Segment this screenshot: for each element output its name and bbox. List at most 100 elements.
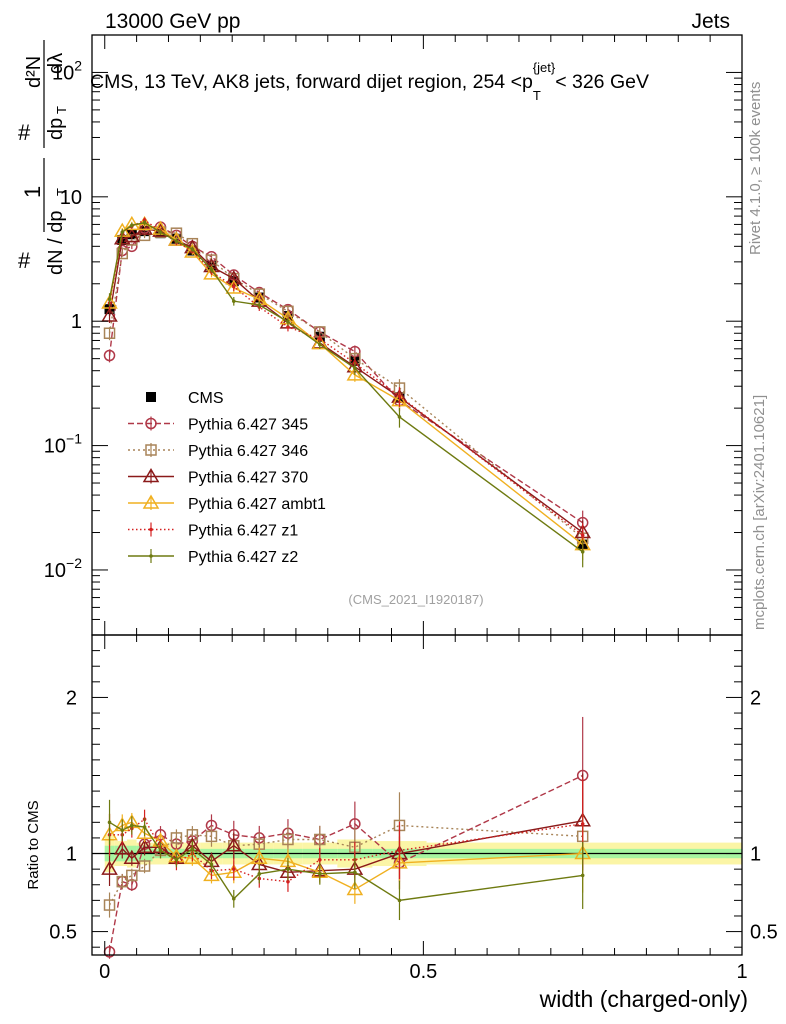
series-line xyxy=(108,231,584,539)
ratio-point xyxy=(318,872,322,876)
ratio-frame xyxy=(91,634,743,956)
ratio-point xyxy=(397,848,402,853)
main-y-tick-labels: 10−2 10−1 1 10 102 xyxy=(44,57,82,582)
axis-ticks xyxy=(92,34,743,955)
data-point xyxy=(318,337,322,341)
y-tick-label: 1 xyxy=(71,311,82,333)
rivet-label: Rivet 4.1.0, ≥ 100k events xyxy=(747,82,764,255)
legend-marker xyxy=(149,527,153,532)
data-point xyxy=(190,247,195,251)
legend-entry: Pythia 6.427 z1 xyxy=(128,522,298,540)
legend-entry: Pythia 6.427 370 xyxy=(128,468,308,487)
ratio-point xyxy=(158,848,163,853)
svg-text:T: T xyxy=(54,106,69,114)
x-tick-label: 0.5 xyxy=(409,961,437,983)
legend-entry: Pythia 6.427 346 xyxy=(128,443,308,460)
data-point xyxy=(580,549,585,554)
data-point xyxy=(101,307,118,322)
ratio-point xyxy=(116,875,129,888)
series-pythia-6-427-346 xyxy=(103,226,589,554)
ratio-y-tick-label-right: 2 xyxy=(750,687,761,709)
ratio-point xyxy=(318,857,322,862)
legend-marker xyxy=(145,444,157,456)
legend-marker xyxy=(142,494,160,509)
svg-text:#: # xyxy=(18,120,31,145)
mcplots-label: mcplots.cern.ch [arXiv:2401.10621] xyxy=(751,395,768,630)
data-point xyxy=(113,230,131,245)
series-line xyxy=(108,223,584,546)
data-point xyxy=(580,533,585,538)
x-tick-label: 1 xyxy=(736,961,747,983)
legend-entry: CMS xyxy=(146,390,224,407)
svg-text:dN / dp: dN / dp xyxy=(45,211,67,275)
ratio-point xyxy=(209,862,214,867)
ratio-point xyxy=(286,867,290,871)
ratio-y-tick-label: 2 xyxy=(66,687,77,709)
data-point xyxy=(107,297,112,302)
ratio-point xyxy=(107,820,112,825)
ratio-y-tick-label-right: 0.5 xyxy=(750,922,778,944)
x-tick-labels: 0 0.5 1 xyxy=(99,961,747,983)
legend-entry: Pythia 6.427 ambt1 xyxy=(128,494,326,513)
data-point xyxy=(286,325,290,329)
series-line xyxy=(108,221,584,553)
ratio-panel xyxy=(92,716,742,959)
legend-marker xyxy=(149,554,153,558)
data-point xyxy=(120,230,125,234)
y-tick-label: 10 xyxy=(60,187,82,209)
data-point xyxy=(257,303,262,307)
data-point xyxy=(318,342,322,347)
ratio-y-tick-label-right: 1 xyxy=(750,844,761,866)
ratio-point xyxy=(257,872,262,876)
data-point xyxy=(123,215,141,231)
energy-label: 13000 GeV pp xyxy=(105,10,240,33)
svg-text:d²N: d²N xyxy=(23,56,45,88)
data-point xyxy=(397,415,402,419)
y-tick-label: 10−1 xyxy=(44,431,82,458)
ratio-point xyxy=(580,822,585,826)
ratio-point xyxy=(250,849,268,864)
ratio-point xyxy=(126,869,138,882)
data-point xyxy=(184,243,201,258)
svg-text:dp: dp xyxy=(45,118,67,140)
legend-label: Pythia 6.427 z2 xyxy=(188,549,298,566)
ratio-series-pythia-6-427-z1 xyxy=(107,777,585,892)
y-tick-label: 102 xyxy=(52,57,82,84)
series-pythia-6-427-370 xyxy=(101,220,591,549)
data-point xyxy=(397,394,402,398)
data-point xyxy=(174,239,179,243)
ratio-y-axis-label: Ratio to CMS xyxy=(25,800,42,889)
main-panel xyxy=(101,215,591,568)
ratio-point xyxy=(170,832,183,844)
ratio-point xyxy=(103,899,116,911)
ratio-point xyxy=(353,870,357,875)
ratio-point xyxy=(190,847,195,851)
ratio-y-tick-labels: 0.5 0.5 1 1 2 2 xyxy=(49,687,778,943)
data-point xyxy=(203,265,220,280)
x-axis-label: width (charged-only) xyxy=(539,986,748,1012)
data-point xyxy=(103,349,116,362)
data-point xyxy=(286,319,290,324)
analysis-watermark: (CMS_2021_I1920187) xyxy=(348,592,483,607)
ratio-y-tick-label: 0.5 xyxy=(49,922,77,944)
ratio-point xyxy=(231,867,236,871)
ratio-point xyxy=(397,898,402,903)
x-tick-label: 0 xyxy=(99,961,110,983)
ratio-point xyxy=(120,828,125,832)
ratio-point xyxy=(205,830,218,843)
ratio-point xyxy=(282,833,294,846)
ratio-point xyxy=(138,860,151,872)
data-point xyxy=(158,230,163,234)
y-tick-label: 10−2 xyxy=(44,555,82,582)
ratio-series-pythia-6-427-z2 xyxy=(107,799,585,921)
legend-marker xyxy=(145,417,157,430)
data-point xyxy=(209,267,214,272)
svg-text:1: 1 xyxy=(20,186,45,198)
series-pythia-6-427-ambt1 xyxy=(101,215,591,561)
data-point xyxy=(116,247,129,260)
legend-marker xyxy=(146,392,156,402)
main-frame xyxy=(91,34,743,636)
ratio-point xyxy=(142,825,147,829)
ratio-series-pythia-6-427-370 xyxy=(101,773,591,887)
